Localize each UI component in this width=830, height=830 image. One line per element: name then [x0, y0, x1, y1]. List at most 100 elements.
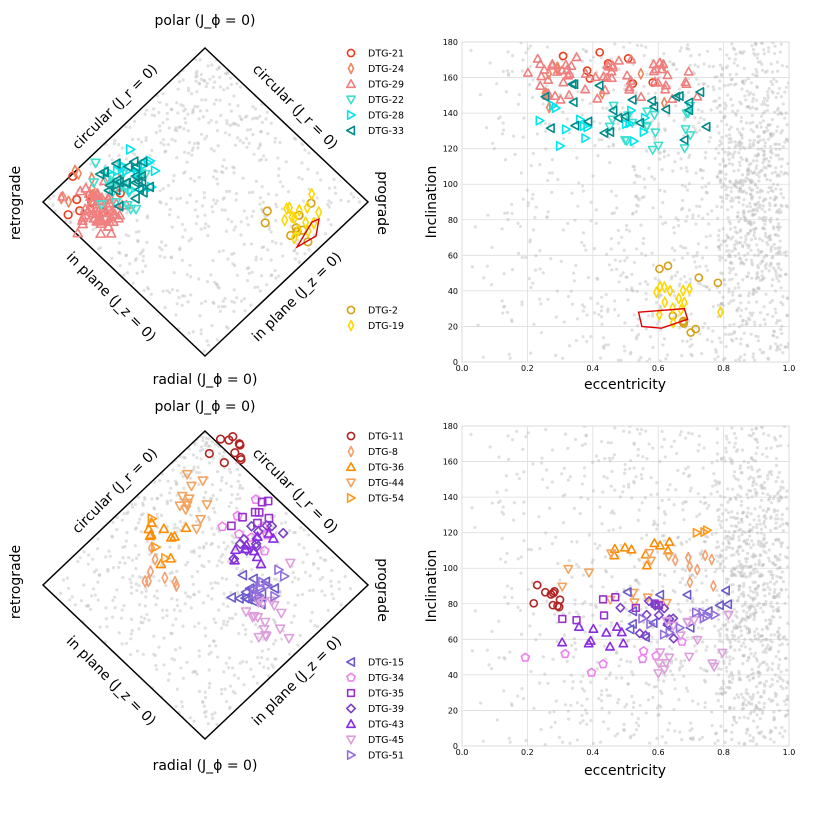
background-star	[754, 98, 759, 102]
background-star	[715, 480, 719, 484]
background-star	[649, 476, 653, 480]
background-star	[774, 537, 778, 541]
background-star	[751, 72, 755, 77]
background-star	[175, 526, 179, 530]
background-star	[651, 625, 655, 629]
background-star	[224, 547, 228, 551]
background-star	[780, 513, 784, 517]
background-star	[707, 222, 711, 226]
background-star	[785, 698, 789, 702]
point-dtg-2	[262, 206, 272, 216]
background-star	[739, 355, 743, 359]
background-star	[749, 652, 753, 656]
background-star	[769, 619, 773, 623]
background-star	[565, 117, 569, 121]
background-star	[776, 246, 780, 250]
background-star	[738, 484, 742, 488]
point-dtg-15	[260, 576, 271, 588]
background-star	[775, 346, 780, 350]
background-star	[747, 678, 752, 682]
background-star	[752, 605, 756, 609]
background-star	[264, 117, 268, 121]
background-star	[612, 211, 616, 215]
background-star	[784, 686, 789, 690]
background-star	[194, 75, 198, 79]
background-star	[497, 455, 501, 459]
background-star	[695, 514, 699, 519]
background-star	[776, 209, 780, 213]
background-star	[111, 520, 115, 525]
background-star	[272, 642, 276, 646]
background-star	[745, 675, 749, 679]
background-star	[770, 615, 774, 619]
background-star	[754, 491, 758, 495]
background-star	[235, 467, 239, 472]
background-star	[764, 510, 769, 514]
point-dtg-51	[270, 590, 280, 602]
background-star	[716, 667, 721, 671]
background-star	[256, 655, 260, 660]
point-dtg-51	[280, 570, 290, 582]
background-star	[538, 297, 542, 301]
background-star	[727, 266, 731, 270]
background-star	[221, 454, 225, 459]
background-star	[113, 595, 117, 599]
background-star	[768, 204, 772, 208]
background-star	[733, 567, 737, 571]
background-star	[780, 642, 784, 646]
background-star	[155, 496, 160, 501]
background-star	[742, 510, 746, 514]
background-star	[180, 303, 184, 307]
background-star	[726, 254, 730, 258]
background-star	[778, 111, 783, 115]
background-star	[758, 278, 762, 283]
background-star	[765, 69, 769, 73]
background-star	[725, 627, 729, 631]
background-star	[264, 158, 268, 162]
background-star	[775, 594, 779, 598]
background-star	[526, 431, 530, 435]
background-star	[726, 153, 730, 157]
background-star	[734, 52, 738, 56]
background-star	[750, 113, 754, 118]
background-star	[531, 151, 535, 156]
background-star	[524, 738, 528, 743]
background-star	[744, 575, 749, 579]
background-star	[499, 557, 503, 561]
background-star	[597, 312, 601, 317]
background-star	[688, 573, 692, 578]
background-star	[744, 176, 748, 180]
background-star	[500, 227, 504, 231]
background-star	[740, 79, 745, 83]
background-star	[776, 475, 780, 480]
background-star	[752, 208, 756, 212]
background-star	[720, 548, 724, 553]
background-star	[553, 720, 557, 725]
background-star	[743, 219, 747, 223]
background-star	[639, 43, 644, 48]
background-star	[318, 556, 323, 560]
background-star	[180, 294, 185, 298]
background-star	[743, 146, 747, 150]
background-star	[308, 589, 312, 593]
background-star	[161, 92, 165, 96]
legend-label-dtg-44: DTG-44	[368, 478, 404, 489]
background-star	[779, 203, 783, 207]
background-star	[265, 110, 269, 114]
cluster-dtg-54	[692, 525, 713, 538]
point-dtg-36	[180, 522, 192, 533]
background-star	[496, 117, 501, 121]
background-star	[543, 121, 547, 125]
background-star	[760, 168, 764, 172]
background-star	[613, 258, 617, 262]
background-star	[187, 331, 191, 335]
background-star	[175, 569, 179, 573]
background-star	[204, 84, 208, 89]
background-star	[728, 271, 732, 275]
background-star	[770, 677, 774, 682]
background-star	[751, 580, 755, 584]
background-star	[647, 683, 651, 687]
background-star	[225, 119, 229, 123]
legend-label-dtg-24: DTG-24	[368, 64, 404, 75]
background-star	[510, 704, 514, 708]
